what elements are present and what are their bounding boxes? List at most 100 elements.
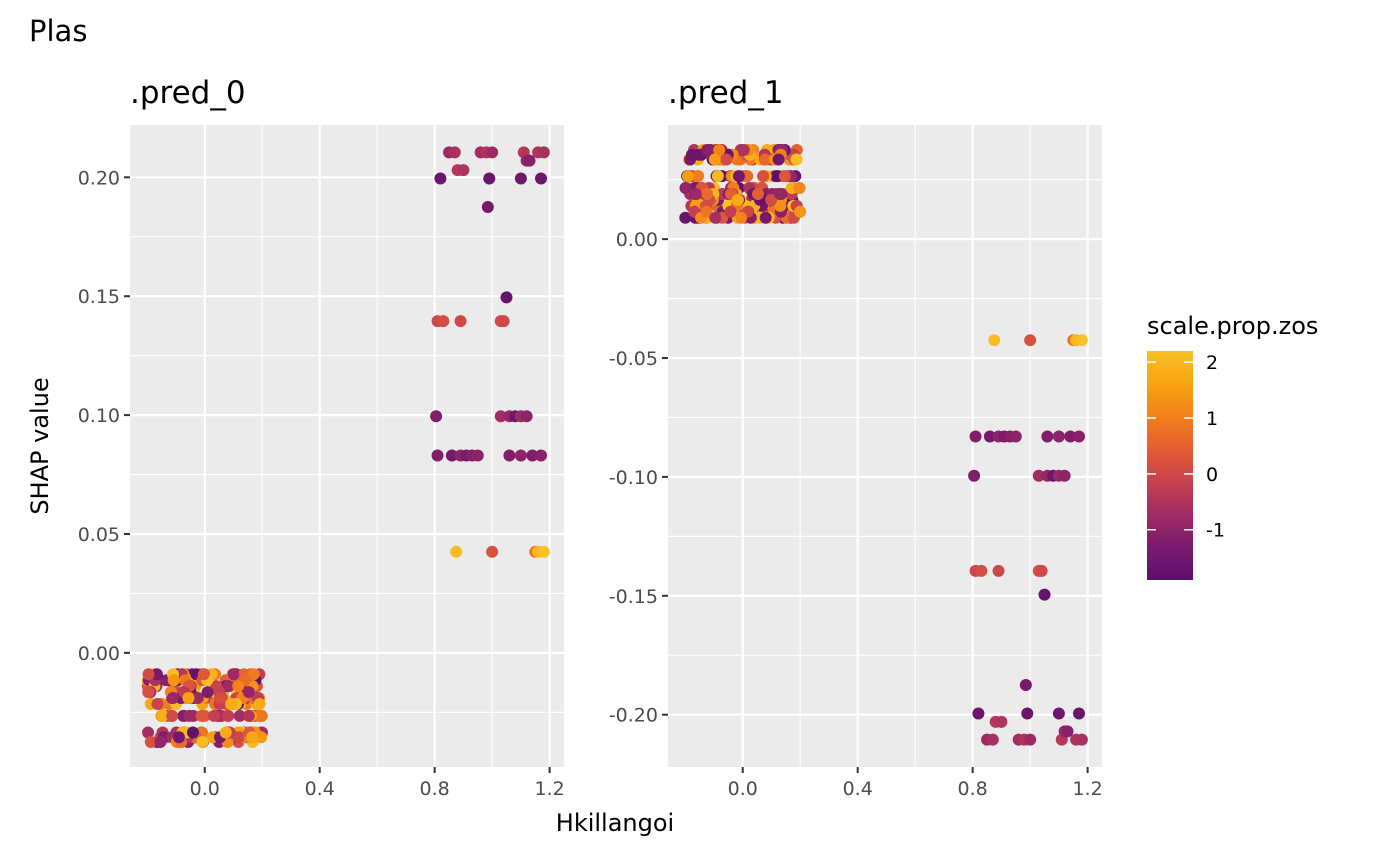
cluster-point (142, 726, 155, 739)
panel-pred-1: 0.0 0.4 0.8 1.2 0.00 -0.05 -0.10 -0.15 -0.20 .pre… (609, 75, 1103, 800)
data-point (1073, 430, 1086, 443)
x-tick-label: 0.8 (420, 778, 450, 800)
panel-label-pred-0: .pred_0 (130, 75, 246, 111)
x-axis-label: Hkillangoi (556, 809, 674, 837)
data-point (486, 545, 499, 558)
cluster-point (700, 205, 713, 218)
cluster-point (713, 143, 726, 156)
cluster-point (142, 686, 155, 699)
cluster-point (197, 668, 210, 681)
cluster-point (182, 692, 195, 705)
data-point (526, 449, 539, 462)
data-point (1052, 707, 1065, 720)
cluster-point (793, 182, 806, 195)
y-tick-label: -0.15 (609, 586, 658, 608)
cluster-point (772, 153, 785, 166)
data-point (454, 315, 467, 328)
x-tick-label: 1.2 (535, 778, 565, 800)
data-point (969, 430, 982, 443)
cluster-point (242, 686, 255, 699)
cluster-point (233, 731, 246, 744)
cluster-point (222, 709, 235, 722)
y-axis-label: SHAP value (26, 377, 54, 514)
cluster-point (222, 680, 235, 693)
cluster-point (142, 668, 155, 681)
cluster-point (686, 148, 699, 161)
data-point (535, 449, 548, 462)
cluster-point (689, 187, 702, 200)
data-point (995, 715, 1008, 728)
data-point (1038, 588, 1051, 601)
data-point (1052, 430, 1065, 443)
data-point (975, 564, 988, 577)
data-point (430, 410, 443, 423)
cluster-point (166, 692, 179, 705)
cluster-point (207, 709, 220, 722)
legend-tick-label: 0 (1206, 464, 1218, 486)
cluster-point (219, 726, 232, 739)
data-point (1058, 469, 1071, 482)
cluster-point (191, 692, 204, 705)
data-point (1019, 678, 1032, 691)
legend-title: scale.prop.zos (1147, 312, 1318, 340)
data-point (431, 449, 444, 462)
data-point (471, 449, 484, 462)
data-point (1073, 707, 1086, 720)
legend-tick-label: 2 (1206, 352, 1218, 374)
cluster-point (166, 709, 179, 722)
data-point (483, 172, 496, 185)
chart-title: Plas (29, 14, 87, 48)
data-point (972, 707, 985, 720)
cluster-point (759, 211, 772, 224)
data-point (450, 545, 463, 558)
legend-tick-label: -1 (1206, 520, 1225, 542)
cluster-point (247, 668, 260, 681)
legend-tick-label: 1 (1206, 408, 1218, 430)
data-point (1009, 430, 1022, 443)
cluster-point (735, 211, 748, 224)
cluster-point (214, 692, 227, 705)
x-tick-label: 0.8 (958, 778, 988, 800)
data-point (514, 172, 527, 185)
cluster-point (679, 182, 692, 195)
cluster-point (150, 668, 163, 681)
colorbar (1147, 351, 1193, 580)
cluster-point (156, 709, 169, 722)
cluster-point (679, 211, 692, 224)
cluster-point (701, 187, 714, 200)
data-point (434, 172, 447, 185)
y-tick-label: 0.00 (78, 643, 120, 665)
cluster-point (708, 153, 721, 166)
cluster-point (681, 170, 694, 183)
cluster-point (790, 153, 803, 166)
x-tick-label: 0.4 (305, 778, 335, 800)
data-point (1075, 334, 1088, 347)
cluster-point (227, 668, 240, 681)
data-point (988, 334, 1001, 347)
cluster-point (253, 697, 266, 710)
cluster-point (183, 709, 196, 722)
cluster-point (167, 674, 180, 687)
cluster-point (794, 205, 807, 218)
cluster-point (186, 726, 199, 739)
cluster-point (759, 153, 772, 166)
data-point (986, 733, 999, 746)
cluster-point (774, 199, 787, 212)
cluster-point (732, 170, 745, 183)
y-tick-label: 0.00 (616, 229, 658, 251)
data-point (486, 146, 499, 159)
cluster-point (765, 193, 778, 206)
x-tick-label: 0.0 (190, 778, 220, 800)
data-point (992, 564, 1005, 577)
cluster-point (774, 187, 787, 200)
data-point (1021, 707, 1034, 720)
cluster-point (709, 211, 722, 224)
cluster-point (692, 170, 705, 183)
cluster-point (711, 170, 724, 183)
panel-pred-0: 0.0 0.4 0.8 1.2 0.00 0.05 0.10 0.15 0.20 .pred_0 (78, 75, 565, 800)
data-point (535, 172, 548, 185)
data-point (497, 315, 510, 328)
y-tick-label: -0.20 (609, 705, 658, 727)
y-tick-label: 0.15 (78, 286, 120, 308)
